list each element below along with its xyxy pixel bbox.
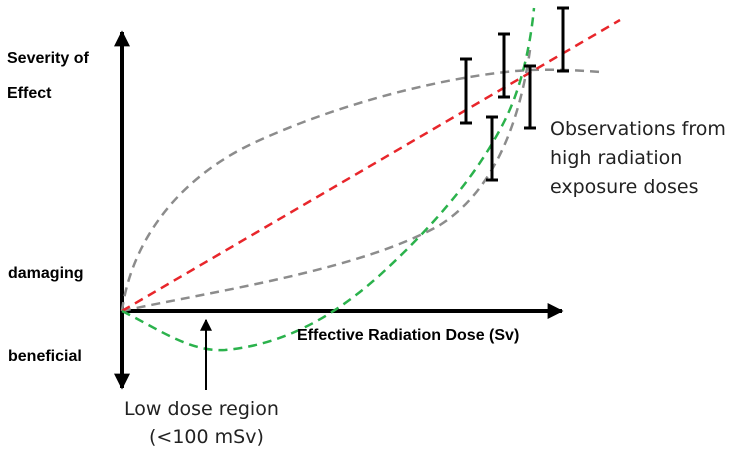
y-axis-label-line1: Severity of xyxy=(7,50,89,67)
observations-label-line2: high radiation xyxy=(550,147,683,169)
error-bar xyxy=(460,57,472,125)
supralinear-model-curve xyxy=(120,68,603,312)
error-bar xyxy=(486,115,498,182)
observation-error-bars xyxy=(460,6,569,182)
observations-label-line1: Observations from xyxy=(550,118,726,140)
sublinear-model-curve xyxy=(121,49,532,313)
y-axis-label-line2: Effect xyxy=(7,85,52,102)
error-bar xyxy=(498,32,510,99)
error-bar xyxy=(557,6,569,73)
low-dose-label-line2: (<100 mSv) xyxy=(149,426,264,448)
x-axis-label: Effective Radiation Dose (Sv) xyxy=(297,327,520,344)
damaging-label: damaging xyxy=(8,265,84,282)
low-dose-label-line1: Low dose region xyxy=(124,398,279,420)
linear-model-line xyxy=(121,18,621,313)
observations-label-line3: exposure doses xyxy=(550,176,699,198)
error-bar xyxy=(524,64,536,130)
beneficial-label: beneficial xyxy=(8,348,82,365)
hormesis-model-curve xyxy=(121,7,536,352)
